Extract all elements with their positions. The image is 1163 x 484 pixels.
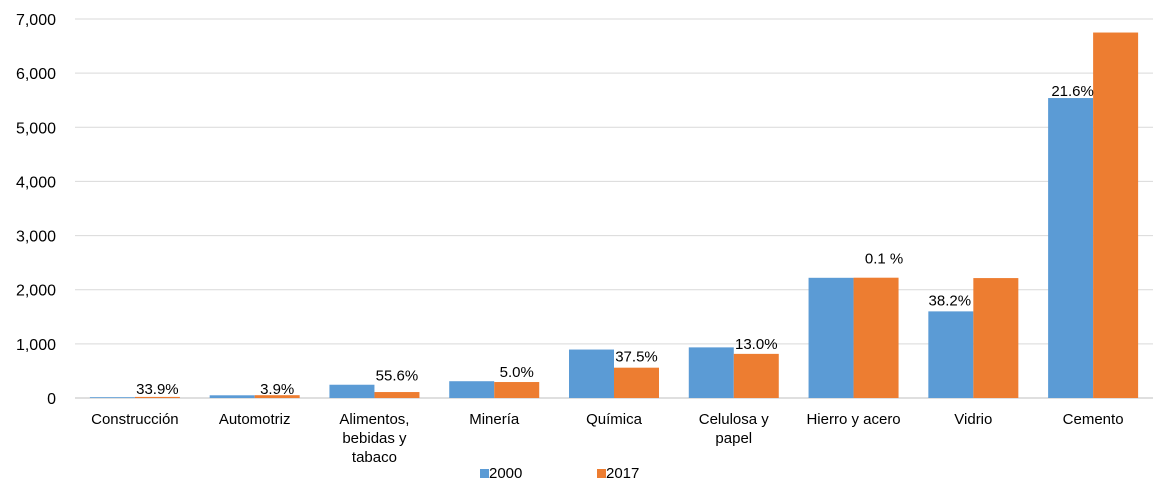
x-tick-label: Automotriz bbox=[219, 411, 291, 428]
legend-swatch-2000 bbox=[480, 469, 489, 478]
bar-2000-3 bbox=[449, 381, 495, 398]
bar-2017-2 bbox=[374, 392, 420, 398]
x-tick-label-line: Minería bbox=[469, 411, 520, 428]
bar-2000-5 bbox=[688, 347, 734, 398]
data-label: 33.9% bbox=[136, 381, 179, 398]
bar-2000-0 bbox=[89, 397, 135, 398]
x-axis: Construcción Automotriz Alimentos, bebidas … bbox=[91, 411, 1123, 466]
bar-2000-8 bbox=[1048, 98, 1094, 398]
x-tick-label: Vidrio bbox=[954, 411, 992, 428]
x-tick-label: Hierro y acero bbox=[806, 411, 900, 428]
y-tick-label: 2,000 bbox=[16, 283, 56, 300]
x-tick-label-line: Cemento bbox=[1063, 411, 1124, 428]
data-label: 5.0% bbox=[500, 364, 534, 381]
bar-2017-5 bbox=[733, 353, 779, 398]
data-label: 0.1 % bbox=[865, 251, 903, 268]
data-label: 37.5% bbox=[615, 349, 658, 366]
data-label: 3.9% bbox=[260, 381, 294, 398]
x-tick-label-line: bebidas y bbox=[342, 430, 407, 447]
x-tick-label-line: Química bbox=[586, 411, 643, 428]
x-tick-label-line: Construcción bbox=[91, 411, 179, 428]
data-label: 38.2% bbox=[929, 292, 972, 309]
x-tick-label-line: Vidrio bbox=[954, 411, 992, 428]
bar-2017-4 bbox=[614, 367, 659, 398]
data-label: 55.6% bbox=[376, 368, 419, 385]
bar-2017-6 bbox=[853, 277, 899, 398]
x-tick-label: Celulosa y papel bbox=[699, 411, 770, 447]
data-labels: 33.9% 3.9% 55.6% 5.0% 37.5% 13.0% 0.1 % 38.2% 21… bbox=[136, 83, 1094, 398]
x-tick-label: Química bbox=[586, 411, 643, 428]
bar-2000-1 bbox=[209, 395, 255, 398]
bar-2017-8 bbox=[1093, 32, 1139, 399]
x-tick-label: Cemento bbox=[1063, 411, 1124, 428]
legend-label: 2000 bbox=[489, 465, 522, 482]
legend-swatch-2017 bbox=[597, 469, 606, 478]
bar-2000-6 bbox=[808, 277, 854, 398]
bar-2017-0 bbox=[134, 396, 180, 398]
x-tick-label-line: papel bbox=[715, 430, 752, 447]
y-tick-label: 0 bbox=[47, 391, 56, 408]
legend-label: 2017 bbox=[606, 465, 639, 482]
x-tick-label-line: Alimentos, bbox=[339, 411, 409, 428]
bars bbox=[89, 32, 1139, 399]
x-tick-label-line: Celulosa y bbox=[699, 411, 770, 428]
x-tick-label-line: Automotriz bbox=[219, 411, 291, 428]
x-tick-label: Alimentos, bebidas y tabaco bbox=[339, 411, 409, 466]
y-tick-label: 6,000 bbox=[16, 66, 56, 83]
data-label: 21.6% bbox=[1051, 83, 1094, 100]
y-axis: 0 1,000 2,000 3,000 4,000 5,000 6,000 7,000 bbox=[16, 12, 56, 408]
gridlines bbox=[75, 18, 1153, 399]
x-tick-label: Minería bbox=[469, 411, 520, 428]
y-tick-label: 5,000 bbox=[16, 120, 56, 137]
x-tick-label: Construcción bbox=[91, 411, 179, 428]
bar-2017-1 bbox=[254, 395, 300, 398]
bar-2000-7 bbox=[928, 311, 974, 398]
x-tick-label-line: Hierro y acero bbox=[806, 411, 900, 428]
y-tick-label: 1,000 bbox=[16, 337, 56, 354]
y-tick-label: 7,000 bbox=[16, 12, 56, 29]
legend: 2000 2017 bbox=[480, 465, 639, 482]
bar-2017-7 bbox=[973, 278, 1019, 398]
data-label: 13.0% bbox=[735, 336, 778, 353]
y-tick-label: 4,000 bbox=[16, 174, 56, 191]
bar-2017-3 bbox=[494, 382, 540, 398]
bar-2000-4 bbox=[569, 349, 614, 398]
x-tick-label-line: tabaco bbox=[352, 449, 397, 466]
bar-2000-2 bbox=[329, 384, 375, 398]
y-tick-label: 3,000 bbox=[16, 229, 56, 246]
